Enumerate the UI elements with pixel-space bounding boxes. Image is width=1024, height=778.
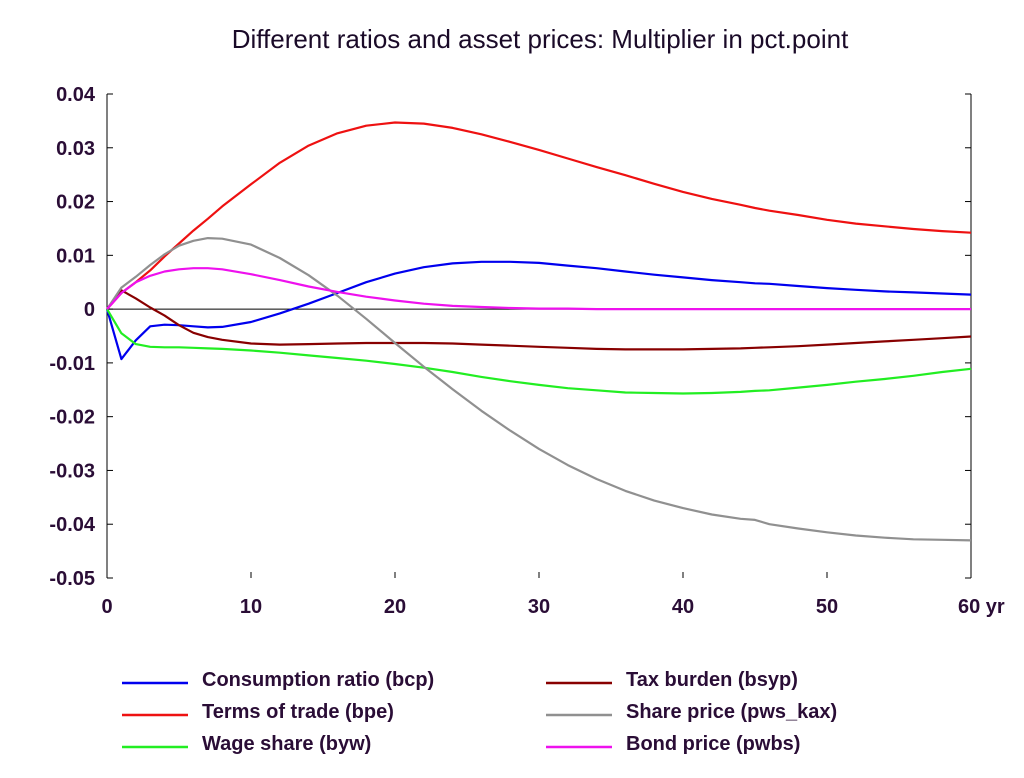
legend: Consumption ratio (bcp) Tax burden (bsyp)… (122, 669, 837, 755)
x-tick-label: 30 (528, 596, 550, 618)
legend-label: Tax burden (bsyp) (626, 669, 798, 691)
series-layer (105, 121, 972, 542)
legend-item: Consumption ratio (bcp) (122, 669, 434, 691)
legend-item: Terms of trade (bpe) (122, 701, 394, 723)
x-tick-label: 0 (101, 596, 112, 618)
legend-label: Consumption ratio (bcp) (202, 669, 434, 691)
y-tick-label: 0 (84, 299, 95, 321)
series-line-5 (106, 267, 971, 311)
legend-label: Wage share (byw) (202, 733, 371, 755)
series-line-2 (106, 308, 972, 395)
y-tick-label: 0.01 (56, 245, 95, 267)
x-tick-label: 50 (816, 596, 838, 618)
y-tick-label: -0.04 (49, 514, 95, 536)
x-tick-label: 40 (672, 596, 694, 618)
series-line-0 (105, 260, 972, 361)
y-tick-label: -0.02 (49, 407, 95, 429)
legend-label: Terms of trade (bpe) (202, 701, 394, 723)
axes: 0.04 0.03 0.02 0.01 0 -0.01 -0.02 -0.03 -0.04 -0.… (49, 84, 1005, 618)
y-tick-label: 0.02 (56, 192, 95, 214)
series-line-3 (106, 289, 972, 351)
x-tick-label: 60 yr (958, 596, 1005, 618)
y-tick-label: 0.04 (56, 84, 96, 106)
x-tick-label: 20 (384, 596, 406, 618)
y-tick-label: -0.05 (49, 568, 95, 590)
y-tick-label: -0.03 (49, 460, 95, 482)
legend-item: Share price (pws_kax) (546, 701, 837, 723)
legend-item: Tax burden (bsyp) (546, 669, 798, 691)
y-tick-label: 0.03 (56, 138, 95, 160)
chart-title: Different ratios and asset prices: Multi… (232, 24, 849, 54)
legend-label: Share price (pws_kax) (626, 701, 837, 723)
legend-label: Bond price (pwbs) (626, 733, 800, 755)
legend-item: Wage share (byw) (122, 733, 371, 755)
legend-item: Bond price (pwbs) (546, 733, 800, 755)
y-tick-label: -0.01 (49, 353, 95, 375)
x-tick-label: 10 (240, 596, 262, 618)
series-line-1 (106, 121, 972, 310)
series-line-4 (106, 237, 972, 542)
